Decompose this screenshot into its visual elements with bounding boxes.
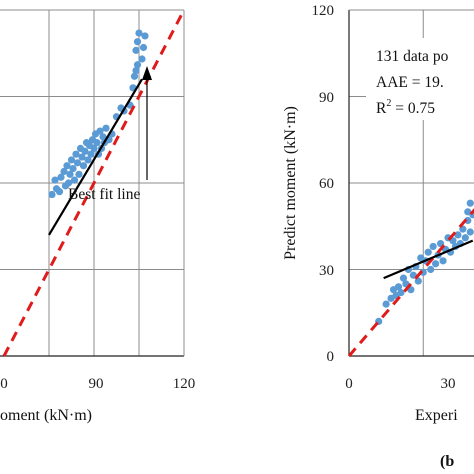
left-data-point xyxy=(138,55,145,62)
left-data-point xyxy=(69,165,76,172)
right-y-tick-0: 0 xyxy=(327,349,335,365)
left-data-point xyxy=(93,139,100,146)
right-x-axis-label: Experi xyxy=(415,407,458,424)
right-annotation-box: 131 data po AAE = 19. R2 = 0.75 xyxy=(366,38,474,120)
right-data-point xyxy=(454,231,461,238)
right-x-tick-30: 30 xyxy=(441,376,456,392)
left-data-point xyxy=(56,188,63,195)
right-annotation-line3: R2 = 0.75 xyxy=(376,98,435,117)
left-data-point xyxy=(80,162,87,169)
right-data-point xyxy=(467,228,474,235)
right-y-tick-120: 120 xyxy=(312,3,335,19)
left-data-point xyxy=(134,38,141,45)
right-data-point xyxy=(432,260,439,267)
right-data-point xyxy=(383,301,390,308)
right-data-point xyxy=(467,200,474,207)
right-scatter-points xyxy=(375,200,474,325)
left-data-point xyxy=(102,125,109,132)
right-data-point xyxy=(430,243,437,250)
right-data-point xyxy=(427,266,434,273)
left-data-point xyxy=(48,191,55,198)
right-annotation-line1: 131 data po xyxy=(376,48,449,65)
left-data-point xyxy=(141,32,148,39)
left-annotation-label: Best fit line xyxy=(68,186,140,203)
r-symbol: R xyxy=(376,100,387,117)
left-x-tick-90: 90 xyxy=(89,376,104,392)
left-data-point xyxy=(71,177,78,184)
right-data-point xyxy=(462,234,469,241)
left-chart: Best fit line 0 90 120 oment (kN·m) xyxy=(0,10,195,424)
left-x-axis-label: oment (kN·m) xyxy=(0,407,92,424)
right-chart: 120 90 60 30 0 0 30 Predict moment (kN·m… xyxy=(282,3,474,470)
right-y-axis-label: Predict moment (kN·m) xyxy=(282,106,299,260)
right-data-point xyxy=(397,289,404,296)
right-y-tick-30: 30 xyxy=(319,263,334,279)
r-value: = 0.75 xyxy=(391,100,435,117)
left-data-point xyxy=(132,47,139,54)
right-y-tick-60: 60 xyxy=(319,176,334,192)
right-data-point xyxy=(425,249,432,256)
left-data-point xyxy=(134,61,141,68)
right-x-tick-0: 0 xyxy=(345,376,353,392)
right-annotation-line2: AAE = 19. xyxy=(376,74,444,91)
right-data-point xyxy=(439,257,446,264)
left-annotation-arrow xyxy=(142,66,152,180)
left-data-point xyxy=(140,44,147,51)
left-x-tick-0: 0 xyxy=(0,376,8,392)
right-data-point xyxy=(464,208,471,215)
left-best-fit-line xyxy=(49,79,142,235)
right-panel-label: (b xyxy=(440,453,454,470)
left-data-point xyxy=(75,171,82,178)
right-best-fit-line xyxy=(384,241,473,278)
left-x-tick-120: 120 xyxy=(173,376,196,392)
right-y-tick-90: 90 xyxy=(319,90,334,106)
